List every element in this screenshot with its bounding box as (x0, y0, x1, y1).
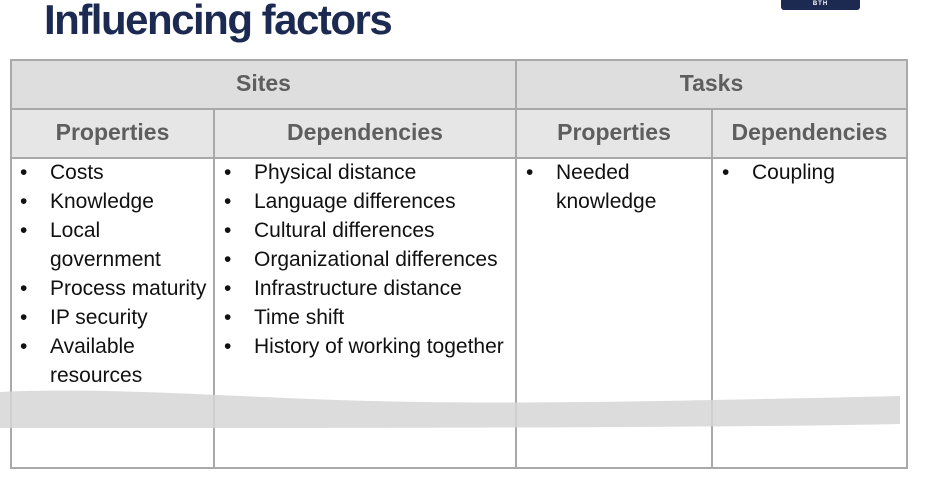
list-item: History of working together (216, 332, 514, 361)
subheader-sites-dependencies: Dependencies (287, 119, 443, 145)
list-item: Infrastructure distance (216, 274, 514, 303)
list-item: Process maturity (12, 274, 212, 303)
list-item: Time shift (216, 303, 514, 332)
list-item: Coupling (714, 158, 904, 187)
list-item: Needed knowledge (518, 158, 710, 216)
group-header-row (12, 61, 906, 110)
header-tasks: Tasks (679, 70, 744, 96)
subheader-row (12, 110, 906, 159)
column-divider (213, 108, 215, 467)
list-item: IP security (12, 303, 212, 332)
tasks-properties-list: Needed knowledge (518, 158, 710, 216)
list-item: Organizational differences (216, 245, 514, 274)
list-item: Local government (12, 216, 212, 274)
list-item: Knowledge (12, 187, 212, 216)
bth-logo: BTH (781, 0, 860, 10)
column-divider (711, 108, 713, 467)
list-item: Costs (12, 158, 212, 187)
list-item: Physical distance (216, 158, 514, 187)
subheader-tasks-dependencies: Dependencies (731, 119, 888, 145)
subheader-tasks-properties: Properties (557, 119, 671, 145)
sites-dependencies-list: Physical distance Language differences C… (216, 158, 514, 361)
subheader-sites-properties: Properties (55, 119, 170, 145)
slide-title: Influencing factors (44, 0, 393, 43)
tasks-dependencies-list: Coupling (714, 158, 904, 187)
header-sites: Sites (236, 70, 291, 96)
list-item: Language differences (216, 187, 514, 216)
gray-smudge-band (0, 390, 900, 428)
list-item: Available resources (12, 332, 212, 390)
list-item: Cultural differences (216, 216, 514, 245)
group-divider (515, 61, 517, 467)
sites-properties-list: Costs Knowledge Local government Process… (12, 158, 212, 390)
